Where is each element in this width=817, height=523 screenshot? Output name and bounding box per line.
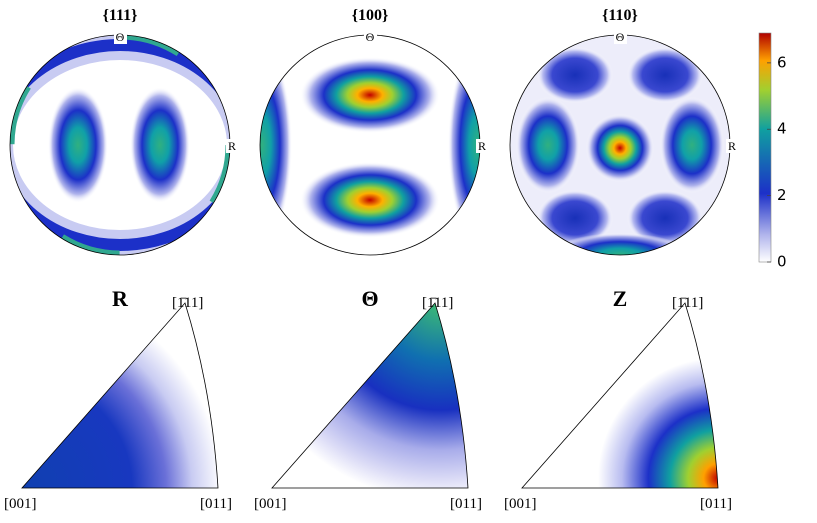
label-background — [364, 30, 377, 44]
contour-shape — [10, 39, 230, 251]
label-background — [522, 303, 718, 488]
label-background — [476, 139, 488, 153]
label-background — [726, 139, 738, 153]
pole-title: {111} — [103, 7, 138, 24]
direction-label: [001] — [504, 496, 537, 512]
contour-shape — [550, 233, 690, 255]
label-background — [272, 303, 468, 488]
contour-shape — [48, 87, 108, 203]
ipf-title: Θ — [361, 286, 378, 311]
ipf-outline — [21, 302, 219, 489]
direction-label: [011] — [700, 496, 732, 512]
axis-label: Θ — [116, 30, 125, 44]
colorbar — [758, 32, 772, 263]
contour-shape — [130, 87, 190, 203]
contour-shape — [300, 162, 440, 238]
pole-figure-100 — [260, 45, 480, 245]
ipf-outline — [521, 302, 719, 489]
ipf-title: Z — [613, 286, 628, 311]
pole-title: {100} — [352, 7, 389, 24]
direction-label: [1̄11] — [672, 295, 703, 311]
label-background — [22, 303, 218, 488]
contour-shape — [627, 47, 703, 103]
contour-shape — [516, 97, 580, 193]
colorbar-tick-label: 6 — [777, 53, 787, 71]
direction-label: [011] — [450, 496, 482, 512]
colorbar-tick-label: 0 — [777, 253, 787, 271]
pole-title: {110} — [602, 7, 638, 24]
contour-shape — [627, 190, 703, 246]
direction-label: [1̄11] — [172, 295, 203, 311]
contour-shape — [260, 45, 292, 245]
colorbar-tick-label: 2 — [777, 186, 787, 204]
direction-label: [001] — [254, 496, 287, 512]
label-background — [114, 30, 127, 44]
label-background — [614, 30, 627, 44]
direction-label: [001] — [4, 496, 37, 512]
contour-shape — [537, 47, 613, 103]
label-background — [226, 139, 238, 153]
direction-label: [011] — [200, 496, 232, 512]
direction-label: [1̄11] — [422, 295, 453, 311]
contour-shape — [300, 57, 440, 133]
contour-shape — [537, 190, 613, 246]
pole-figure-110 — [510, 35, 730, 255]
axis-label: R — [228, 139, 236, 153]
ipf-z — [522, 303, 718, 488]
axis-label: Θ — [366, 30, 375, 44]
contour-shape — [586, 114, 654, 182]
ipf-theta — [272, 303, 468, 488]
axis-label: Θ — [616, 30, 625, 44]
contour-shape — [660, 97, 724, 193]
axis-label: R — [478, 139, 486, 153]
colorbar-tick-label: 4 — [777, 120, 787, 138]
ipf-r — [22, 303, 218, 488]
ipf-outline — [271, 302, 469, 489]
ipf-title: R — [112, 286, 129, 311]
axis-label: R — [728, 139, 736, 153]
pole-figure-111 — [10, 35, 230, 255]
